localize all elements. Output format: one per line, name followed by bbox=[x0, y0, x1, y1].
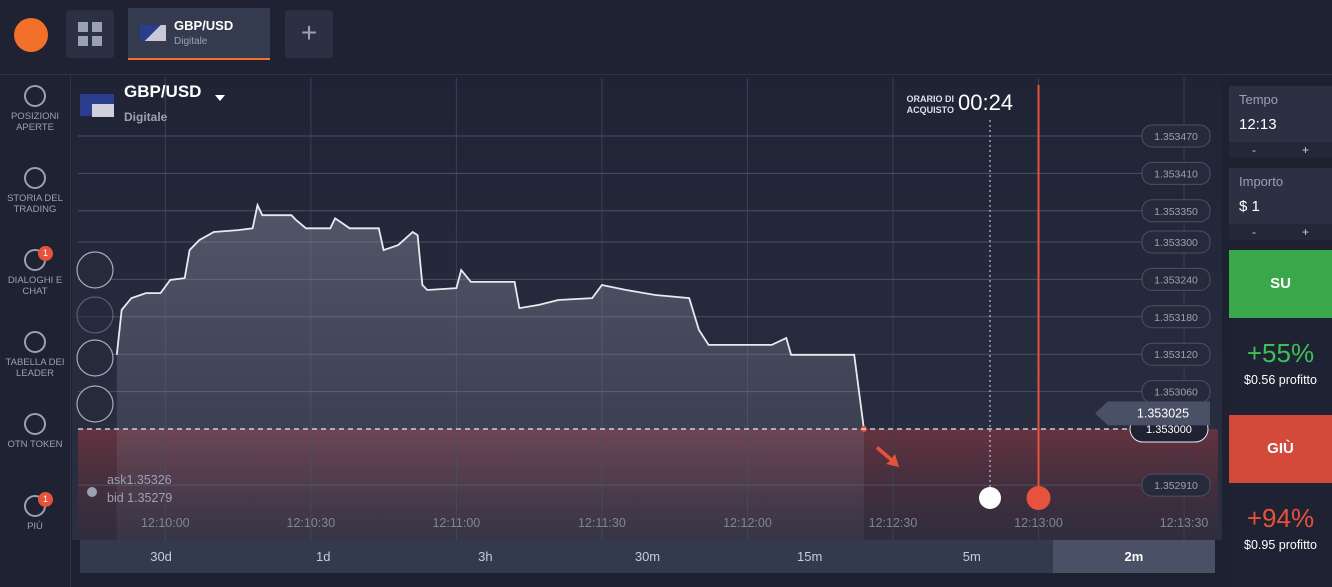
tab-subtitle: Digitale bbox=[174, 36, 208, 47]
badge: 1 bbox=[38, 246, 53, 261]
y-tick-label: 1.353120 bbox=[1154, 349, 1198, 361]
x-tick-label: 12:13:00 bbox=[1014, 516, 1063, 530]
y-tick-label: 1.353350 bbox=[1154, 206, 1198, 218]
logo[interactable] bbox=[14, 18, 48, 52]
timeframe[interactable]: 1d bbox=[242, 540, 405, 573]
chart-title: GBP/USD bbox=[124, 82, 201, 101]
minus[interactable]: - bbox=[1251, 225, 1256, 239]
time-stepper: - + bbox=[1229, 142, 1332, 158]
sidebar: POSIZIONI APERTE STORIA DEL TRADING DIALOG… bbox=[0, 75, 71, 587]
countdown: 00:24 bbox=[958, 90, 1013, 115]
sidebar-label: POSIZIONI APERTE bbox=[10, 111, 60, 133]
countdown-label: ORARIO DI ACQUISTO bbox=[906, 94, 954, 115]
timeframe[interactable]: 15m bbox=[728, 540, 891, 573]
sidebar-item[interactable]: STORIA DEL TRADING bbox=[0, 167, 70, 215]
add-tab[interactable]: + bbox=[285, 10, 333, 58]
badge: 1 bbox=[38, 492, 53, 507]
ask: ask1.35326 bbox=[107, 473, 172, 487]
minus[interactable]: - bbox=[1251, 143, 1256, 157]
amount-box[interactable]: Importo $ 1 bbox=[1229, 168, 1332, 224]
up-profit: $0.56 profitto bbox=[1244, 373, 1317, 387]
up-info: +55% $0.56 profitto bbox=[1229, 318, 1332, 414]
y-tick-label: 1.353300 bbox=[1154, 237, 1198, 249]
chart-subtitle: Digitale bbox=[124, 110, 168, 124]
sidebar-label: STORIA DEL TRADING bbox=[7, 193, 63, 215]
grid-button[interactable] bbox=[66, 10, 114, 58]
timeframe[interactable]: 2m bbox=[1052, 540, 1215, 573]
sidebar-label: DIALOGHI E CHAT bbox=[7, 275, 63, 297]
pointer-box bbox=[1095, 401, 1210, 426]
y-tick-box bbox=[1141, 161, 1211, 185]
down-percent: +94% bbox=[1246, 503, 1315, 533]
y-tick-label: 1.353410 bbox=[1154, 168, 1198, 180]
down-button[interactable]: GIÙ bbox=[1229, 415, 1332, 483]
icon bbox=[24, 331, 46, 353]
area bbox=[116, 205, 864, 540]
sidebar-label: OTN TOKEN bbox=[7, 439, 63, 450]
y-tick-label: 1.353240 bbox=[1154, 274, 1198, 286]
down-profit: $0.95 profitto bbox=[1244, 538, 1317, 552]
amount-value: $ 1 bbox=[1239, 198, 1260, 215]
timeframe[interactable]: 30m bbox=[566, 540, 729, 573]
sidebar-item[interactable]: OTN TOKEN bbox=[0, 413, 70, 450]
time-box[interactable]: Tempo 12:13 bbox=[1229, 86, 1332, 142]
timeframe[interactable]: 5m bbox=[890, 540, 1053, 573]
up-button[interactable]: SU bbox=[1229, 250, 1332, 318]
y-tick-box bbox=[1141, 473, 1211, 497]
y-tick-box bbox=[1141, 342, 1211, 366]
y-tick-box bbox=[1141, 199, 1211, 223]
bid: bid 1.35279 bbox=[107, 491, 172, 505]
icon bbox=[24, 413, 46, 435]
expiry-marker bbox=[1026, 486, 1051, 510]
y-tick-label: 1.352910 bbox=[1154, 480, 1198, 492]
down-info: +94% $0.95 profitto bbox=[1229, 483, 1332, 587]
y-tick-box bbox=[1141, 267, 1211, 291]
asset-tab[interactable]: GBP/USD Digitale bbox=[128, 8, 270, 60]
amount-stepper: - + bbox=[1229, 224, 1332, 240]
plus[interactable]: + bbox=[1301, 225, 1309, 239]
time-label: Tempo bbox=[1239, 92, 1279, 107]
x-tick-label: 12:12:30 bbox=[869, 516, 918, 530]
sidebar-label: PIÙ bbox=[27, 521, 43, 532]
sidebar-item[interactable]: DIALOGHI E CHAT 1 bbox=[0, 246, 70, 297]
y-tick-box bbox=[1141, 305, 1211, 329]
y-tick-box bbox=[1141, 230, 1211, 254]
amount-label: Importo bbox=[1239, 174, 1284, 189]
tab-title: GBP/USD bbox=[174, 18, 234, 33]
y-tick-box bbox=[1141, 124, 1211, 148]
chart: 12:10:0012:10:3012:11:0012:11:3012:12:00… bbox=[72, 76, 1222, 540]
sidebar-item[interactable]: PIÙ 1 bbox=[0, 492, 70, 532]
icon bbox=[24, 167, 46, 189]
timeframe[interactable]: 30d bbox=[80, 540, 243, 573]
sidebar-item[interactable]: POSIZIONI APERTE bbox=[0, 85, 70, 133]
y-tick-label: 1.353470 bbox=[1154, 131, 1198, 143]
x-tick-label: 12:13:30 bbox=[1160, 516, 1209, 530]
timeframe[interactable]: 3h bbox=[404, 540, 567, 573]
top-bar: GBP/USD Digitale + bbox=[0, 0, 1332, 75]
price-line bbox=[115, 202, 865, 430]
up-percent: +55% bbox=[1246, 338, 1315, 368]
purchase-deadline-marker bbox=[979, 487, 1001, 509]
sidebar-label: TABELLA DEI LEADER bbox=[5, 357, 65, 379]
time-value: 12:13 bbox=[1239, 116, 1277, 133]
sidebar-item[interactable]: TABELLA DEI LEADER bbox=[0, 331, 70, 379]
plus[interactable]: + bbox=[1301, 143, 1309, 157]
y-tick-label: 1.353180 bbox=[1154, 312, 1198, 324]
pointer-label: 1.353025 bbox=[1137, 406, 1189, 420]
y-tick-label: 1.353060 bbox=[1154, 387, 1198, 399]
icon bbox=[24, 85, 46, 107]
strike-label: 1.353000 bbox=[1146, 424, 1192, 436]
